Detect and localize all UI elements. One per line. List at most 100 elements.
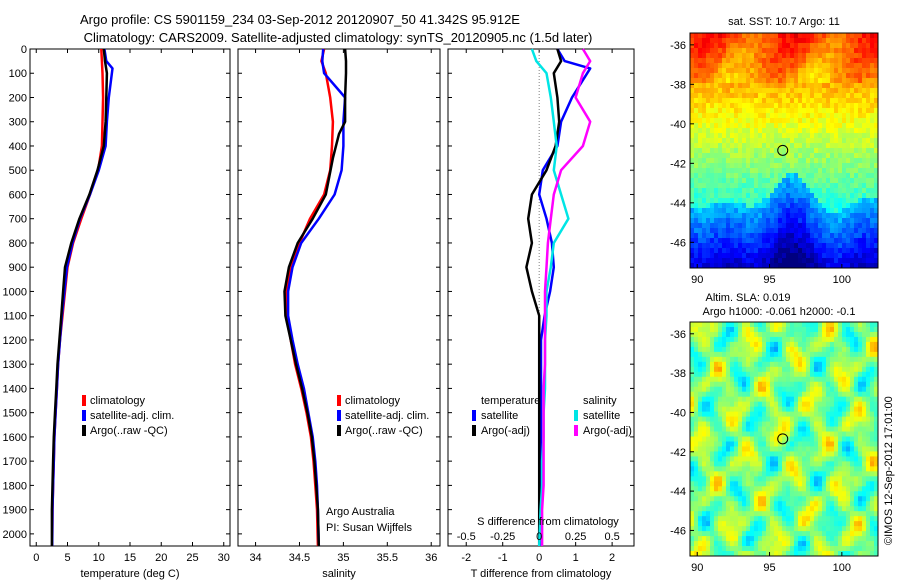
sst_map-heatmap-cell: [806, 153, 811, 159]
sst_map-heatmap-cell: [778, 103, 783, 109]
sst_map-heatmap-cell: [794, 143, 799, 149]
sst_map-heatmap-cell: [858, 103, 863, 109]
sst_map-heatmap-cell: [718, 223, 723, 229]
sla_map-heatmap-cell: [746, 486, 751, 492]
depth-tick-label: 700: [9, 214, 27, 226]
sla_map-heatmap-cell: [858, 406, 863, 413]
sla_map-heatmap-cell: [690, 346, 695, 353]
sst_map-heatmap-cell: [702, 208, 707, 214]
sst_map-heatmap-cell: [722, 148, 727, 154]
sla_map-heatmap-cell: [786, 536, 791, 542]
sla_map-heatmap-cell: [698, 416, 703, 422]
sla_map-heatmap-cell: [702, 391, 707, 398]
sst_map-heatmap-cell: [830, 33, 835, 39]
sst_map-heatmap-cell: [718, 213, 723, 219]
sst_map-heatmap-cell: [746, 148, 751, 154]
sst_map-heatmap-cell: [754, 243, 759, 249]
sst_map-heatmap-cell: [706, 73, 711, 79]
sla_map-heatmap-cell: [738, 546, 743, 552]
sst_map-heatmap-cell: [794, 108, 799, 114]
sla_map-heatmap-cell: [790, 491, 795, 497]
sst_map-heatmap-cell: [806, 223, 811, 229]
sst_map-heatmap-cell: [846, 158, 851, 164]
sst_map-heatmap-cell: [730, 148, 735, 154]
sst_map-heatmap-cell: [838, 238, 843, 244]
sst_map-heatmap-cell: [874, 83, 879, 89]
sla_map-heatmap-cell: [830, 511, 835, 517]
sst_map-heatmap-cell: [762, 203, 767, 209]
sla_map-heatmap-cell: [870, 521, 875, 527]
sst_map-heatmap-cell: [730, 103, 735, 109]
sst_map-heatmap-cell: [802, 198, 807, 204]
sst_map-heatmap-cell: [694, 253, 699, 259]
sst_map-heatmap-cell: [866, 238, 871, 244]
sst_map-heatmap-cell: [838, 73, 843, 79]
sla_map-heatmap-cell: [702, 351, 707, 358]
sla_map-heatmap-cell: [782, 536, 787, 542]
sla_map-heatmap-cell: [862, 506, 867, 512]
sla_map-heatmap-cell: [734, 431, 739, 437]
sla_map-heatmap-cell: [794, 491, 799, 497]
sst_map-heatmap-cell: [786, 188, 791, 194]
sla_map-heatmap-cell: [786, 501, 791, 507]
sla_map-heatmap-cell: [850, 351, 855, 358]
sla_map-heatmap-cell: [742, 421, 747, 427]
sla_map-heatmap-cell: [862, 471, 867, 477]
sla_map-heatmap-cell: [730, 322, 735, 328]
sla_map-heatmap-cell: [822, 476, 827, 482]
sst_map-heatmap-cell: [794, 63, 799, 69]
sst_map-heatmap-cell: [778, 108, 783, 114]
sst_map-heatmap-cell: [850, 248, 855, 254]
sla_map-heatmap-cell: [734, 476, 739, 482]
sla_map-heatmap-cell: [874, 401, 879, 408]
sla_map-heatmap-cell: [690, 441, 695, 447]
sst_map-heatmap-cell: [846, 93, 851, 99]
sst_map-heatmap-cell: [798, 48, 803, 54]
sla_map-heatmap-cell: [738, 426, 743, 432]
sla_map-heatmap-cell: [838, 421, 843, 427]
sst_map-heatmap-cell: [838, 228, 843, 234]
sst_map-heatmap-cell: [814, 248, 819, 254]
sla_map-heatmap-cell: [802, 546, 807, 552]
sst_map-heatmap-cell: [770, 198, 775, 204]
sla_map-heatmap-cell: [758, 322, 763, 328]
sla_map-heatmap-cell: [826, 361, 831, 368]
sst_map-heatmap-cell: [834, 83, 839, 89]
sst_map-heatmap-cell: [734, 48, 739, 54]
sst_map-heatmap-cell: [714, 103, 719, 109]
sla_map-heatmap-cell: [774, 346, 779, 353]
sst_map-heatmap-cell: [790, 218, 795, 224]
sla_map-heatmap-cell: [870, 381, 875, 388]
sst_map-heatmap-cell: [738, 198, 743, 204]
sla_map-heatmap-cell: [854, 416, 859, 422]
sla_map-heatmap-cell: [726, 501, 731, 507]
sla_map-heatmap-cell: [834, 531, 839, 537]
sla_map-heatmap-cell: [806, 476, 811, 482]
sla_map-heatmap-cell: [738, 371, 743, 378]
sla_map-heatmap-cell: [762, 441, 767, 447]
sla_map-heatmap-cell: [782, 551, 787, 557]
sst_map-heatmap-cell: [806, 148, 811, 154]
sst_map-heatmap-cell: [714, 133, 719, 139]
sst_map-heatmap-cell: [766, 178, 771, 184]
sst_map-heatmap-cell: [774, 48, 779, 54]
sst_map-heatmap-cell: [822, 148, 827, 154]
sla_map-heatmap-cell: [738, 416, 743, 422]
sst_map-heatmap-cell: [714, 93, 719, 99]
sst_map-heatmap-cell: [758, 48, 763, 54]
sla_map-heatmap-cell: [846, 396, 851, 403]
sla_map-heatmap-cell: [838, 351, 843, 358]
sla_map-heatmap-cell: [754, 506, 759, 512]
sst_map-heatmap-cell: [798, 138, 803, 144]
sla_map-heatmap-cell: [814, 476, 819, 482]
sst_map-heatmap-cell: [798, 88, 803, 94]
sst_map-heatmap-cell: [850, 163, 855, 169]
sla_map-heatmap-cell: [734, 471, 739, 477]
sst_map-heatmap-cell: [762, 78, 767, 84]
sla_map-heatmap-cell: [726, 406, 731, 413]
sst_map-heatmap-cell: [702, 108, 707, 114]
sla_map-heatmap-cell: [814, 496, 819, 502]
sst_map-heatmap-cell: [778, 128, 783, 134]
sst_map-heatmap-cell: [714, 258, 719, 264]
sst_map-heatmap-cell: [790, 178, 795, 184]
